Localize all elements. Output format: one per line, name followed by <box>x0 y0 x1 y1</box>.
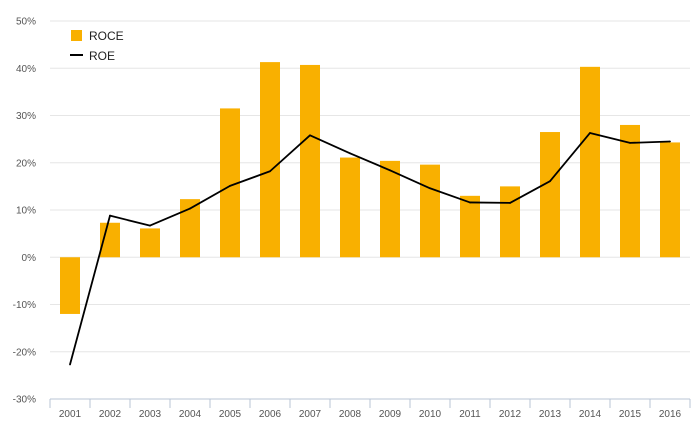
x-tick-label: 2005 <box>219 409 242 420</box>
x-axis-ticks: 2001 2002 2003 2004 2005 2006 2007 2008 2009 2010… <box>59 409 682 420</box>
point-roe-2012 <box>509 202 511 204</box>
y-tick-label: -20% <box>13 347 36 358</box>
point-roe-2009 <box>389 169 391 172</box>
point-roe-2006 <box>269 170 271 173</box>
line-roe <box>69 132 671 365</box>
line-series-roe <box>69 132 671 366</box>
bar-roce-2005 <box>220 108 240 258</box>
point-roe-2015 <box>629 142 631 144</box>
bar-roce-2010 <box>420 164 440 258</box>
axes <box>49 398 691 408</box>
bar-roce-2003 <box>140 228 160 258</box>
bar-roce-2006 <box>260 62 280 258</box>
bar-roce-2015 <box>620 124 640 258</box>
x-tick-label: 2008 <box>339 409 362 420</box>
point-roe-2004 <box>189 207 191 210</box>
point-roe-2013 <box>549 180 551 183</box>
point-roe-2001 <box>69 363 71 366</box>
point-roe-2002 <box>109 214 111 217</box>
bar-roce-2009 <box>380 160 400 258</box>
x-tick-label: 2013 <box>539 409 562 420</box>
x-tick-label: 2016 <box>659 409 682 420</box>
x-tick-label: 2004 <box>179 409 202 420</box>
x-tick-label: 2002 <box>99 409 122 420</box>
x-tick-label: 2015 <box>619 409 642 420</box>
x-tick-label: 2010 <box>419 409 442 420</box>
bar-roce-2014 <box>580 66 600 258</box>
y-tick-label: 30% <box>16 111 36 122</box>
legend-label-roce: ROCE <box>89 29 124 43</box>
x-tick-label: 2001 <box>59 409 82 420</box>
x-tick-label: 2014 <box>579 409 602 420</box>
bar-roce-2008 <box>340 157 360 258</box>
point-roe-2008 <box>349 152 351 155</box>
y-tick-label: 50% <box>16 17 36 28</box>
bar-roce-2011 <box>460 195 480 258</box>
y-tick-label: 20% <box>16 158 36 169</box>
y-tick-label: -30% <box>13 395 36 406</box>
x-tick-label: 2009 <box>379 409 402 420</box>
bar-roce-2004 <box>180 199 200 258</box>
bar-roce-2012 <box>500 186 520 258</box>
x-tick-label: 2006 <box>259 409 282 420</box>
point-roe-2016 <box>669 140 671 143</box>
bar-roce-2001 <box>60 257 80 314</box>
bar-roce-2013 <box>540 132 560 258</box>
x-tick-label: 2007 <box>299 409 322 420</box>
x-tick-label: 2011 <box>459 409 481 420</box>
y-tick-label: 0% <box>22 253 37 264</box>
point-roe-2007 <box>309 134 311 137</box>
point-roe-2014 <box>589 132 591 134</box>
bar-series-roce <box>60 62 680 314</box>
point-roe-2003 <box>149 224 151 227</box>
x-tick-label: 2012 <box>499 409 522 420</box>
y-tick-label: -10% <box>13 300 36 311</box>
legend-swatch-roce <box>71 30 82 41</box>
bar-roce-2016 <box>660 142 680 258</box>
y-axis-ticks: -30% -20% -10% 0% 10% 20% 30% 40% 50% <box>13 17 36 406</box>
legend-label-roe: ROE <box>89 49 115 63</box>
point-roe-2011 <box>469 201 471 204</box>
point-roe-2005 <box>229 185 231 187</box>
legend: ROCE ROE <box>70 29 124 63</box>
y-tick-label: 10% <box>16 206 36 217</box>
y-tick-label: 40% <box>16 64 36 75</box>
point-roe-2010 <box>429 187 431 190</box>
x-tick-label: 2003 <box>139 409 162 420</box>
bar-roce-2007 <box>300 64 320 258</box>
